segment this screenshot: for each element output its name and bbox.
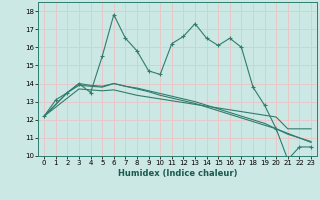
X-axis label: Humidex (Indice chaleur): Humidex (Indice chaleur): [118, 169, 237, 178]
